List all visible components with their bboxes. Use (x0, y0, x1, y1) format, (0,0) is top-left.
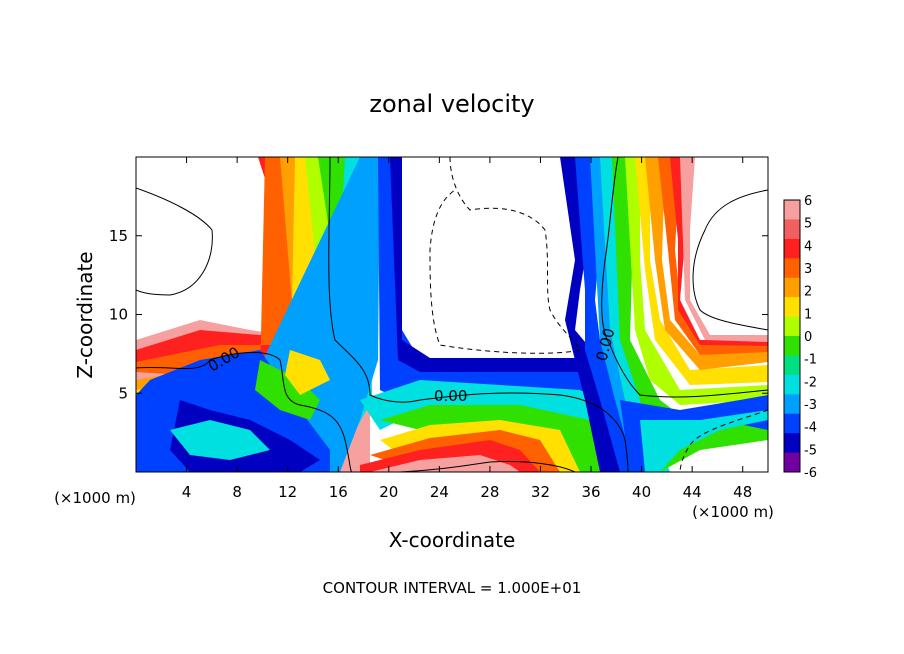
x-tick-label-0: 4 (182, 483, 192, 501)
x-tick-label-10: 44 (683, 483, 702, 501)
colorbar-label-8: -2 (804, 375, 817, 390)
colorbar-label-6: 0 (804, 330, 812, 345)
contour-interval-note: CONTOUR INTERVAL = 1.000E+01 (323, 579, 582, 597)
x-tick-label-11: 48 (733, 483, 752, 501)
x-tick-label-6: 28 (480, 483, 499, 501)
colorbar-swatch-2 (784, 238, 800, 259)
colorbar-swatch-12 (784, 433, 800, 454)
colorbar-swatch-3 (784, 258, 800, 279)
colorbar-swatch-6 (784, 316, 800, 337)
colorbar-swatch-7 (784, 336, 800, 356)
colorbar: 6 5 4 3 2 1 0 -1 -2 -3 -4 -5 -6 (783, 194, 817, 481)
colorbar-frame (783, 199, 801, 473)
colorbar-swatch-9 (784, 374, 800, 395)
colorbar-label-11: -5 (804, 443, 817, 458)
x-tick-label-3: 16 (329, 483, 348, 501)
colorbar-label-1: 5 (804, 217, 812, 232)
colorbar-swatch-11 (784, 413, 800, 434)
colorbar-label-3: 3 (804, 262, 812, 277)
x-axis-title: X-coordinate (389, 528, 516, 552)
y-tick-label-0: 5 (118, 384, 128, 402)
x-unit-label-right: (×1000 m) (692, 503, 774, 521)
x-tick-label-8: 36 (581, 483, 600, 501)
x-axis: 4 8 12 16 20 24 28 32 36 40 44 48 (182, 157, 752, 501)
colorbar-label-9: -3 (804, 398, 817, 413)
colorbar-label-4: 2 (804, 285, 812, 300)
colorbar-label-12: -6 (804, 466, 817, 481)
colorbar-swatch-0 (784, 200, 800, 220)
y-axis-title: Z-coordinate (73, 251, 97, 378)
x-tick-label-4: 20 (379, 483, 398, 501)
x-tick-label-2: 12 (278, 483, 297, 501)
chart-title: zonal velocity (369, 90, 534, 118)
colorbar-label-10: -4 (804, 421, 817, 436)
colorbar-label-0: 6 (804, 194, 812, 209)
contour-lines (136, 157, 768, 472)
velocity-field (136, 157, 768, 472)
colorbar-swatch-4 (784, 277, 800, 298)
colorbar-label-7: -1 (804, 353, 817, 368)
colorbar-swatch-5 (784, 297, 800, 318)
colorbar-label-2: 4 (804, 239, 812, 254)
colorbar-swatch-8 (784, 355, 800, 376)
x-unit-label-left: (×1000 m) (54, 489, 136, 507)
y-tick-label-1: 10 (109, 306, 128, 324)
colorbar-label-5: 1 (804, 307, 812, 322)
x-tick-label-5: 24 (430, 483, 449, 501)
colorbar-swatch-1 (784, 219, 800, 240)
y-axis: 5 10 15 (109, 227, 768, 402)
colorbar-swatch-13 (784, 452, 800, 473)
x-tick-label-1: 8 (232, 483, 242, 501)
colorbar-swatch-10 (784, 394, 800, 415)
contour-label-2: 0.00 (434, 387, 467, 405)
y-tick-label-2: 15 (109, 227, 128, 245)
x-tick-label-7: 32 (531, 483, 550, 501)
x-tick-label-9: 40 (632, 483, 651, 501)
